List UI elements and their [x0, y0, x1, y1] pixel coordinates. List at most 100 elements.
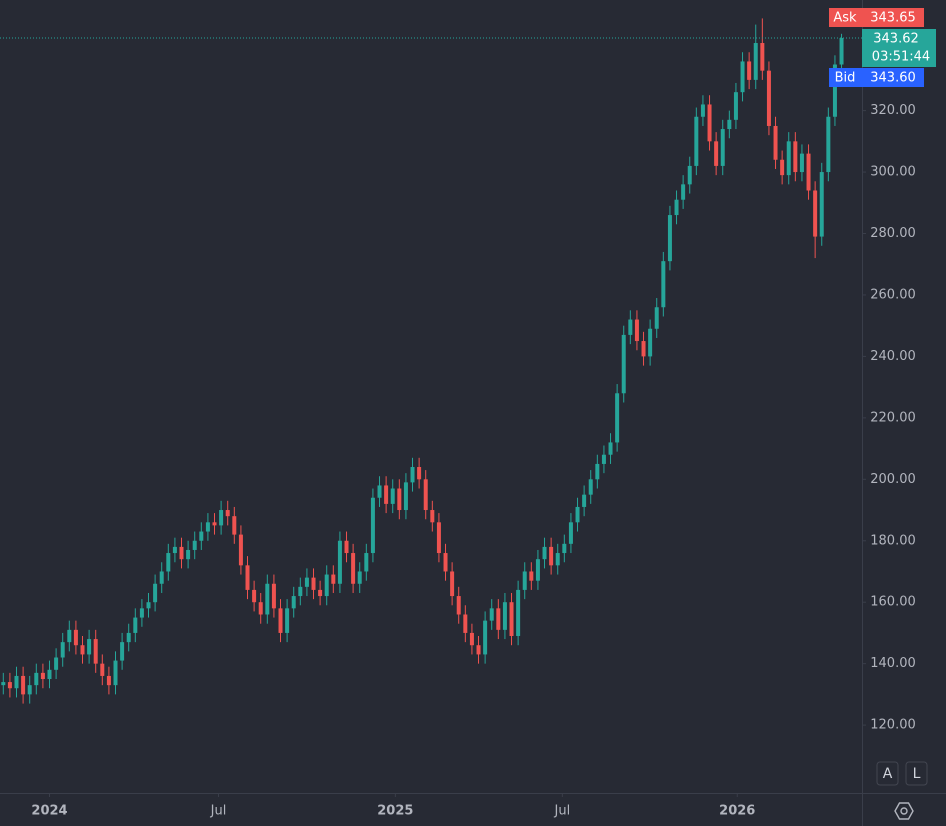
candle-body: [826, 116, 831, 173]
candle-body: [271, 583, 276, 609]
candle-body: [450, 571, 455, 597]
candle-body: [377, 485, 382, 498]
candle-body: [430, 510, 435, 523]
candle-body: [780, 159, 785, 176]
candle-body: [476, 645, 481, 655]
x-tick-label: Jul: [554, 804, 571, 819]
candle-body: [740, 61, 745, 93]
candle-body: [113, 660, 118, 686]
candle-body: [126, 632, 131, 643]
candle-body: [641, 341, 646, 357]
candle-body: [252, 589, 257, 603]
candle-body: [714, 141, 719, 166]
candle-body: [47, 669, 52, 680]
candle-body: [694, 116, 699, 166]
candle-body: [813, 190, 818, 237]
candle-body: [700, 104, 705, 117]
ask-tag-bg: [829, 8, 862, 27]
candle-body: [351, 553, 356, 584]
candle-body: [582, 494, 587, 507]
candle-body: [674, 199, 679, 216]
candle-body: [7, 682, 12, 689]
settings-button[interactable]: [894, 802, 914, 820]
y-tick-label: 260.00: [870, 287, 916, 302]
candle-body: [403, 482, 408, 511]
settings-icon-center: [900, 807, 908, 815]
candle-body: [34, 672, 39, 686]
x-tick-label: 2026: [719, 804, 755, 819]
candle-body: [456, 596, 461, 615]
candle-body: [258, 602, 263, 615]
candle-body: [502, 602, 507, 630]
candle-body: [443, 553, 448, 572]
y-tick-label: 300.00: [870, 165, 916, 180]
candle-body: [634, 319, 639, 342]
candle-body: [285, 608, 290, 633]
candle-body: [245, 565, 250, 590]
candle-body: [146, 602, 151, 609]
candle-body: [747, 61, 752, 80]
candle-body: [364, 553, 369, 572]
scale-button[interactable]: L: [905, 761, 928, 786]
scale-button-box: [905, 761, 928, 786]
candle-body: [179, 546, 184, 560]
candle-body: [608, 442, 613, 455]
candle-body: [27, 685, 32, 695]
candle-body: [535, 559, 540, 581]
y-tick-label: 280.00: [870, 226, 916, 241]
candle-body: [331, 574, 336, 584]
candle-body: [463, 614, 468, 633]
candle-body: [423, 479, 428, 511]
candle-body: [568, 522, 573, 544]
bid-price: 343.60: [870, 71, 916, 86]
y-tick-label: 240.00: [870, 349, 916, 364]
candle-body: [793, 141, 798, 173]
y-tick-label: 200.00: [870, 472, 916, 487]
y-tick-label: 120.00: [870, 718, 916, 733]
candle-body: [73, 629, 78, 646]
candle-body: [153, 583, 158, 603]
candle-body: [298, 586, 303, 597]
candle-body: [199, 531, 204, 541]
candle-body: [106, 675, 111, 686]
candle-body: [436, 522, 441, 554]
candle-body: [575, 506, 580, 523]
candle-body: [54, 657, 59, 670]
candle-body: [733, 92, 738, 120]
bid-price-bg: [862, 68, 924, 87]
candle-body: [410, 467, 415, 483]
candle-body: [186, 549, 191, 560]
candle-body: [522, 571, 527, 590]
candle-body: [67, 629, 72, 643]
candle-body: [654, 307, 659, 329]
candle-body: [469, 632, 474, 646]
scale-button-label: A: [883, 766, 893, 782]
bid-tag: Bid: [835, 71, 856, 86]
y-tick-label: 320.00: [870, 103, 916, 118]
candle-body: [753, 43, 758, 80]
candle-body: [291, 596, 296, 609]
candle-body: [496, 608, 501, 630]
candle-body: [370, 497, 375, 554]
candle-body: [318, 589, 323, 597]
candle-body: [628, 319, 633, 335]
candle-body: [159, 571, 164, 584]
candle-body: [489, 608, 494, 621]
candle-body: [87, 639, 92, 655]
x-tick-label: 2024: [31, 804, 67, 819]
candle-body: [601, 454, 606, 464]
candle-body: [562, 543, 567, 554]
settings-icon: [894, 802, 914, 820]
scale-button[interactable]: A: [876, 761, 899, 786]
y-tick-label: 140.00: [870, 656, 916, 671]
candle-body: [621, 334, 626, 394]
candle-body: [766, 70, 771, 126]
candle-body: [516, 589, 521, 636]
candle-body: [357, 571, 362, 584]
candle-body: [555, 553, 560, 566]
candle-body: [265, 583, 270, 615]
candle-body: [172, 546, 177, 554]
candle-body: [212, 522, 217, 526]
last-price-bg: [862, 29, 936, 67]
